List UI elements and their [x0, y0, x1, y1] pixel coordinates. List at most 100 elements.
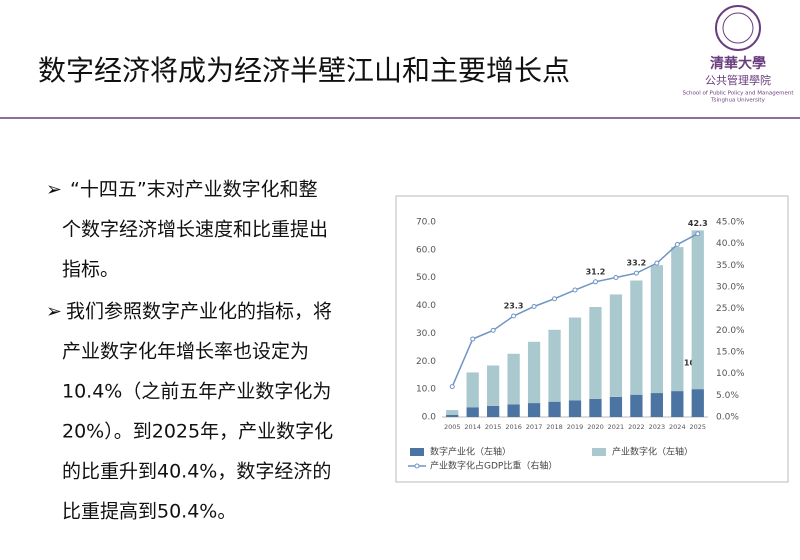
- logo-name: 清華大學: [710, 55, 766, 72]
- bullet-text: “十四五”末对产业数字化和整: [70, 179, 318, 201]
- bullet-text: 的比重升到40.4%，数字经济的: [62, 461, 331, 483]
- bar: [691, 230, 704, 390]
- x-tick-label: 2025: [689, 423, 706, 431]
- slide-title: 数字经济将成为经济半壁江山和主要增长点: [38, 54, 570, 87]
- bar: [487, 405, 500, 417]
- line-marker: [592, 279, 598, 285]
- y2-tick-label: 0.0%: [716, 413, 739, 423]
- data-label: 31.2: [586, 267, 606, 276]
- bar: [507, 353, 520, 405]
- logo-english: Tsinghua University: [710, 98, 765, 104]
- bar: [691, 389, 704, 417]
- bullet-text: 指标。: [62, 259, 119, 281]
- bar: [609, 396, 623, 417]
- logo-seal: [715, 5, 761, 51]
- x-tick-label: 2015: [485, 423, 502, 431]
- line-marker: [449, 384, 455, 390]
- x-tick-label: 2016: [505, 423, 522, 431]
- y-tick-label: 0.0: [422, 413, 437, 423]
- data-label: 42.3: [688, 219, 708, 228]
- x-tick-label: 2023: [649, 423, 666, 431]
- bullet-text: 比重提高到50.4%。: [62, 501, 236, 523]
- bar: [527, 403, 541, 417]
- bullet-marker: ➢: [46, 179, 62, 201]
- bar: [589, 306, 602, 399]
- line-marker: [470, 336, 476, 342]
- line-marker: [572, 287, 578, 293]
- bar: [671, 391, 684, 417]
- bullet-text: 我们参照数字产业化的指标，将: [66, 301, 332, 323]
- bar: [466, 372, 479, 408]
- legend-label: 产业数字化（左轴）: [612, 446, 693, 458]
- legend-swatch: [414, 463, 420, 469]
- line-marker: [695, 231, 701, 237]
- bar: [650, 265, 663, 394]
- y-tick-label: 60.0: [416, 245, 436, 255]
- x-tick-label: 2017: [526, 423, 543, 431]
- x-tick-label: 2014: [464, 423, 481, 431]
- x-tick-label: 2021: [608, 423, 625, 431]
- bar: [507, 404, 520, 417]
- bullet-text: 个数字经济增长速度和比重提出: [62, 219, 328, 241]
- y-tick-label: 10.0: [416, 385, 436, 395]
- data-label: 23.3: [504, 302, 524, 311]
- line-marker: [490, 327, 496, 333]
- bar: [589, 398, 602, 417]
- bar: [548, 329, 561, 402]
- y-tick-label: 20.0: [416, 357, 436, 367]
- x-tick-label: 2005: [444, 423, 461, 431]
- bar: [548, 401, 561, 417]
- bullet-text: 10.4%（之前五年产业数字化为: [62, 381, 331, 403]
- bar: [609, 294, 623, 397]
- legend-label: 产业数字化占GDP比重（右轴）: [430, 460, 557, 472]
- legend-label: 数字产业化（左轴）: [430, 446, 511, 458]
- y2-tick-label: 10.0%: [716, 369, 745, 379]
- line-marker: [613, 274, 619, 280]
- x-tick-label: 2022: [628, 423, 645, 431]
- y2-tick-label: 20.0%: [716, 326, 745, 336]
- y-tick-label: 40.0: [416, 301, 436, 311]
- logo: 清華大學 公共管理學院 School of Public Policy and …: [683, 5, 795, 104]
- y-tick-label: 50.0: [416, 273, 436, 283]
- y2-tick-label: 45.0%: [716, 218, 745, 228]
- line-marker: [531, 304, 537, 309]
- y2-tick-label: 5.0%: [716, 391, 739, 401]
- line-marker: [654, 260, 660, 266]
- bullet-text: 产业数字化年增长率也设定为: [62, 341, 309, 363]
- bar: [671, 247, 684, 392]
- data-label: 33.2: [627, 259, 647, 268]
- y-tick-label: 30.0: [416, 329, 436, 339]
- bar: [446, 414, 459, 417]
- y-tick-label: 70.0: [416, 218, 436, 228]
- line-marker: [674, 242, 680, 248]
- x-tick-label: 2018: [546, 423, 563, 431]
- y2-tick-label: 25.0%: [716, 304, 745, 314]
- bar: [630, 394, 643, 417]
- x-tick-label: 2024: [669, 423, 686, 431]
- y2-tick-label: 35.0%: [716, 261, 745, 271]
- line-marker: [552, 296, 558, 302]
- bar: [650, 393, 663, 417]
- line-marker: [633, 270, 639, 276]
- bar: [466, 407, 479, 417]
- bar: [568, 400, 582, 417]
- bullet-marker: ➢: [46, 301, 62, 323]
- bullet-text: 20%）。到2025年，产业数字化: [62, 421, 333, 443]
- bar: [446, 410, 459, 415]
- logo-english: School of Public Policy and Management: [683, 91, 795, 97]
- logo-school: 公共管理學院: [705, 73, 771, 87]
- legend-swatch: [410, 448, 424, 456]
- y2-tick-label: 15.0%: [716, 348, 745, 358]
- bar: [527, 341, 541, 404]
- x-tick-label: 2019: [567, 423, 584, 431]
- line-marker: [511, 313, 517, 319]
- bar: [487, 365, 500, 406]
- bar: [568, 317, 582, 401]
- logo-seal-inner: [722, 12, 754, 44]
- y2-tick-label: 30.0%: [716, 283, 745, 293]
- bar: [630, 280, 643, 395]
- x-tick-label: 2020: [587, 423, 604, 431]
- y2-tick-label: 40.0%: [716, 239, 745, 249]
- legend-swatch: [592, 448, 606, 456]
